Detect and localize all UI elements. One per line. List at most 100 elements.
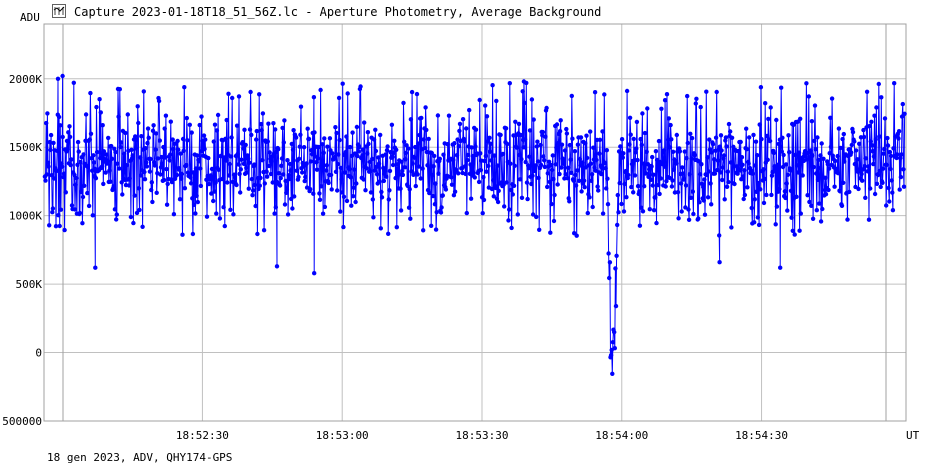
data-point xyxy=(367,159,372,165)
data-point xyxy=(258,121,264,127)
data-point xyxy=(419,115,424,121)
data-point xyxy=(100,123,105,128)
data-point xyxy=(322,204,328,210)
data-point xyxy=(390,162,396,168)
data-point xyxy=(483,103,488,108)
data-point xyxy=(384,148,390,153)
data-point xyxy=(718,170,723,175)
data-point xyxy=(531,117,536,122)
data-point xyxy=(726,179,731,185)
data-point xyxy=(899,152,904,157)
data-point xyxy=(640,209,646,214)
data-point xyxy=(298,132,303,137)
data-point xyxy=(402,139,407,144)
data-point xyxy=(779,85,784,90)
data-point xyxy=(717,144,722,149)
data-point xyxy=(757,122,762,127)
data-point xyxy=(443,187,449,192)
data-point xyxy=(828,144,834,149)
data-point xyxy=(471,170,476,175)
light-curve-app-icon[interactable] xyxy=(52,4,66,18)
data-point xyxy=(788,188,794,193)
data-point xyxy=(365,130,371,135)
data-point xyxy=(477,97,482,103)
data-point xyxy=(726,121,732,127)
data-point xyxy=(876,81,881,87)
data-point xyxy=(524,80,529,86)
data-point xyxy=(621,209,627,214)
data-point xyxy=(151,123,156,128)
data-point xyxy=(483,153,488,159)
data-point xyxy=(417,132,422,138)
data-point xyxy=(308,159,313,164)
data-point xyxy=(82,183,87,188)
data-point xyxy=(880,166,886,171)
data-point xyxy=(774,204,780,209)
data-point xyxy=(794,163,800,168)
data-point xyxy=(432,202,438,207)
data-point xyxy=(823,175,828,180)
data-point xyxy=(404,143,409,148)
data-point xyxy=(500,151,506,157)
data-point xyxy=(127,176,132,181)
data-point xyxy=(259,128,264,133)
data-point xyxy=(223,158,229,163)
data-point xyxy=(168,119,173,124)
data-point xyxy=(869,119,874,125)
data-point xyxy=(347,144,353,150)
data-point xyxy=(532,168,537,174)
data-point xyxy=(634,119,640,125)
data-point xyxy=(525,196,530,202)
data-point xyxy=(386,197,391,202)
data-point xyxy=(439,205,444,210)
data-point xyxy=(507,81,512,86)
data-point xyxy=(769,173,775,178)
data-point xyxy=(656,138,662,144)
data-point xyxy=(117,87,123,92)
data-point xyxy=(140,224,145,229)
data-point xyxy=(478,167,484,173)
data-point xyxy=(276,171,282,176)
data-point xyxy=(357,144,362,150)
data-point xyxy=(515,212,520,217)
data-point xyxy=(319,163,325,169)
data-point xyxy=(332,154,337,160)
data-point xyxy=(692,153,697,158)
data-point xyxy=(60,73,65,79)
data-point xyxy=(214,211,219,216)
data-point xyxy=(171,212,177,217)
data-point xyxy=(626,172,631,178)
data-point xyxy=(689,156,694,161)
data-point xyxy=(90,213,96,218)
data-point xyxy=(838,145,843,151)
data-point xyxy=(215,112,221,118)
data-point xyxy=(680,171,686,176)
data-point xyxy=(728,129,733,134)
data-point xyxy=(53,224,59,229)
data-point xyxy=(133,146,138,151)
data-point xyxy=(379,195,385,200)
data-point xyxy=(724,184,730,189)
data-point xyxy=(48,132,54,138)
data-point xyxy=(714,89,719,95)
data-point xyxy=(758,187,763,192)
data-point xyxy=(860,167,865,172)
data-point xyxy=(60,134,65,140)
data-point xyxy=(618,144,623,149)
data-point xyxy=(877,168,883,173)
data-point xyxy=(651,208,657,213)
data-point xyxy=(141,89,146,94)
data-point xyxy=(206,155,211,161)
data-point xyxy=(349,153,355,159)
data-point xyxy=(808,148,813,153)
data-point xyxy=(467,107,472,113)
data-point xyxy=(311,95,317,100)
data-point xyxy=(64,138,70,144)
data-point xyxy=(487,135,492,140)
data-point xyxy=(507,207,512,212)
data-point xyxy=(203,137,208,142)
data-point xyxy=(65,147,70,152)
data-point xyxy=(534,144,539,149)
data-point xyxy=(691,211,696,217)
data-point xyxy=(341,224,346,230)
